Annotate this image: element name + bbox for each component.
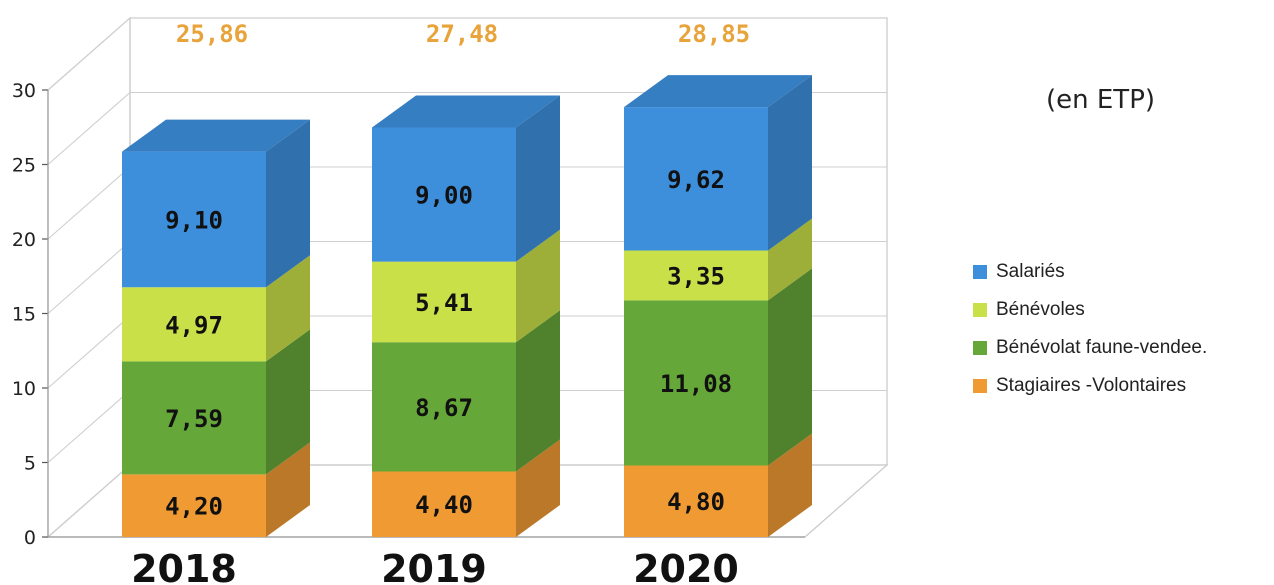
bar-segment bbox=[624, 268, 812, 466]
x-category-label: 2020 bbox=[633, 547, 739, 585]
gridline-side bbox=[47, 390, 131, 463]
y-tick-label: 25 bbox=[12, 155, 36, 177]
gridline-side bbox=[47, 315, 131, 389]
bar-segment bbox=[122, 255, 310, 362]
legend-label: Salariés bbox=[996, 261, 1065, 282]
bar-front bbox=[624, 250, 768, 301]
data-label: 4,40 bbox=[415, 491, 473, 519]
y-tick-label: 10 bbox=[12, 378, 36, 400]
y-tick-label: 0 bbox=[24, 527, 36, 549]
gridline-side bbox=[47, 92, 131, 165]
bar-segment bbox=[122, 119, 310, 288]
data-label: 5,41 bbox=[415, 289, 473, 317]
bar-front bbox=[122, 287, 266, 362]
bars bbox=[122, 75, 812, 537]
data-label: 4,97 bbox=[165, 311, 223, 339]
bar-side bbox=[266, 442, 310, 537]
bar-side bbox=[516, 229, 560, 343]
bar-side bbox=[266, 255, 310, 362]
legend-item: Bénévoles bbox=[973, 291, 1207, 329]
bar-side bbox=[516, 439, 560, 537]
legend-swatch bbox=[973, 265, 987, 279]
gridline-side bbox=[47, 241, 131, 314]
data-label: 11,08 bbox=[660, 370, 732, 398]
legend-item: Stagiaires -Volontaires bbox=[973, 367, 1207, 405]
bar-segment bbox=[624, 218, 812, 301]
bar-front bbox=[122, 151, 266, 288]
data-label: 4,80 bbox=[667, 488, 725, 516]
legend: Salariés Bénévoles Bénévolat faune-vendee.… bbox=[973, 253, 1207, 405]
legend-swatch bbox=[973, 379, 987, 393]
x-axis-categories: 2018 2019 2020 bbox=[131, 547, 739, 585]
bar-front bbox=[624, 300, 768, 466]
bar-segment bbox=[372, 229, 560, 343]
bar-segment bbox=[122, 329, 310, 475]
unit-label: (en ETP) bbox=[1046, 85, 1156, 115]
bar-front bbox=[372, 342, 516, 472]
legend-swatch bbox=[973, 303, 987, 317]
y-tick-label: 20 bbox=[12, 229, 36, 251]
bar-side bbox=[768, 268, 812, 466]
gridline-side bbox=[47, 17, 131, 91]
bar-segment bbox=[372, 310, 560, 472]
total-label: 25,86 bbox=[176, 20, 248, 48]
bar-front bbox=[372, 471, 516, 537]
bar-front bbox=[122, 474, 266, 537]
x-category-label: 2019 bbox=[381, 547, 487, 585]
bar-top bbox=[122, 119, 310, 152]
bar-side bbox=[768, 75, 812, 251]
legend-item: Salariés bbox=[973, 253, 1207, 291]
legend-label: Stagiaires -Volontaires bbox=[996, 375, 1187, 396]
bar-segment bbox=[122, 442, 310, 537]
bar-top bbox=[372, 95, 560, 128]
legend-item: Bénévolat faune-vendee. bbox=[973, 329, 1207, 367]
total-label: 28,85 bbox=[678, 20, 750, 48]
legend-swatch bbox=[973, 341, 987, 355]
bar-side bbox=[768, 218, 812, 301]
bar-segment bbox=[624, 433, 812, 537]
bar-segment bbox=[624, 75, 812, 251]
bar-top bbox=[624, 75, 812, 108]
data-label: 9,10 bbox=[165, 206, 223, 234]
data-label: 7,59 bbox=[165, 405, 223, 433]
x-category-label: 2018 bbox=[131, 547, 237, 585]
bar-side bbox=[516, 310, 560, 472]
total-label: 27,48 bbox=[426, 20, 498, 48]
bar-front bbox=[624, 107, 768, 251]
y-tick-label: 30 bbox=[12, 80, 36, 102]
y-tick-label: 5 bbox=[24, 453, 36, 475]
bar-front bbox=[372, 127, 516, 262]
bar-side bbox=[266, 119, 310, 288]
bar-side bbox=[516, 95, 560, 262]
gridline-side bbox=[47, 464, 131, 538]
bar-side bbox=[768, 433, 812, 537]
data-label: 8,67 bbox=[415, 394, 473, 422]
legend-label: Bénévolat faune-vendee. bbox=[996, 337, 1208, 358]
data-label: 9,62 bbox=[667, 166, 725, 194]
bar-side bbox=[266, 329, 310, 475]
data-label: 4,20 bbox=[165, 493, 223, 521]
bar-segment bbox=[372, 439, 560, 537]
legend-label: Bénévoles bbox=[996, 299, 1085, 320]
gridline-side bbox=[47, 166, 131, 240]
bar-segment bbox=[372, 95, 560, 262]
bar-front bbox=[624, 465, 768, 537]
data-label: 3,35 bbox=[667, 262, 725, 290]
bar-front bbox=[122, 361, 266, 475]
y-tick-label: 15 bbox=[12, 304, 36, 326]
data-labels: 4,20 7,59 4,97 9,10 25,86 4,40 8,67 5,41 9,00 27,… bbox=[165, 20, 750, 521]
data-label: 9,00 bbox=[415, 182, 473, 210]
bar-front bbox=[372, 261, 516, 343]
